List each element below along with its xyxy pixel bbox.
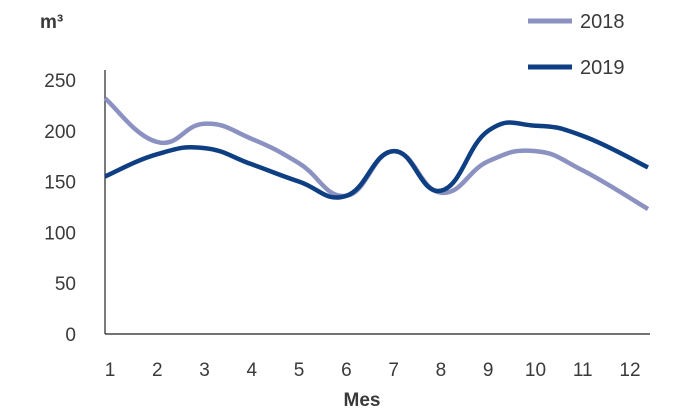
x-tick-label: 6	[341, 360, 352, 381]
y-tick-label: 50	[55, 274, 76, 295]
y-tick-labels: 0 50 100 150 200 250	[44, 71, 76, 346]
legend: 2018 2019	[528, 11, 625, 79]
x-tick-label: 2	[152, 360, 163, 381]
y-axis-label: m³	[40, 12, 63, 33]
x-tick-label: 8	[436, 360, 447, 381]
y-tick-label: 200	[44, 122, 76, 143]
y-tick-label: 0	[65, 325, 76, 346]
series-line-2019	[104, 120, 649, 200]
chart-axes	[104, 70, 650, 335]
x-tick-label: 10	[525, 360, 546, 381]
x-tick-label: 4	[247, 360, 258, 381]
legend-label-2018: 2018	[580, 11, 625, 33]
legend-label-2019: 2019	[580, 57, 625, 79]
x-tick-label: 3	[199, 360, 210, 381]
x-axis-label: Mes	[344, 390, 381, 411]
y-tick-label: 250	[44, 71, 76, 92]
x-tick-label: 5	[294, 360, 305, 381]
x-tick-label: 12	[619, 360, 640, 381]
x-tick-labels: 1 2 3 4 5 6 7 8 9 10 11 12	[105, 360, 641, 381]
y-tick-label: 150	[44, 173, 76, 194]
x-tick-label: 9	[483, 360, 494, 381]
x-tick-label: 7	[388, 360, 399, 381]
x-tick-label: 11	[573, 360, 593, 381]
y-tick-label: 100	[44, 223, 76, 244]
series-line-2018	[103, 96, 650, 211]
series-lines	[103, 96, 650, 211]
x-tick-label: 1	[105, 360, 116, 381]
